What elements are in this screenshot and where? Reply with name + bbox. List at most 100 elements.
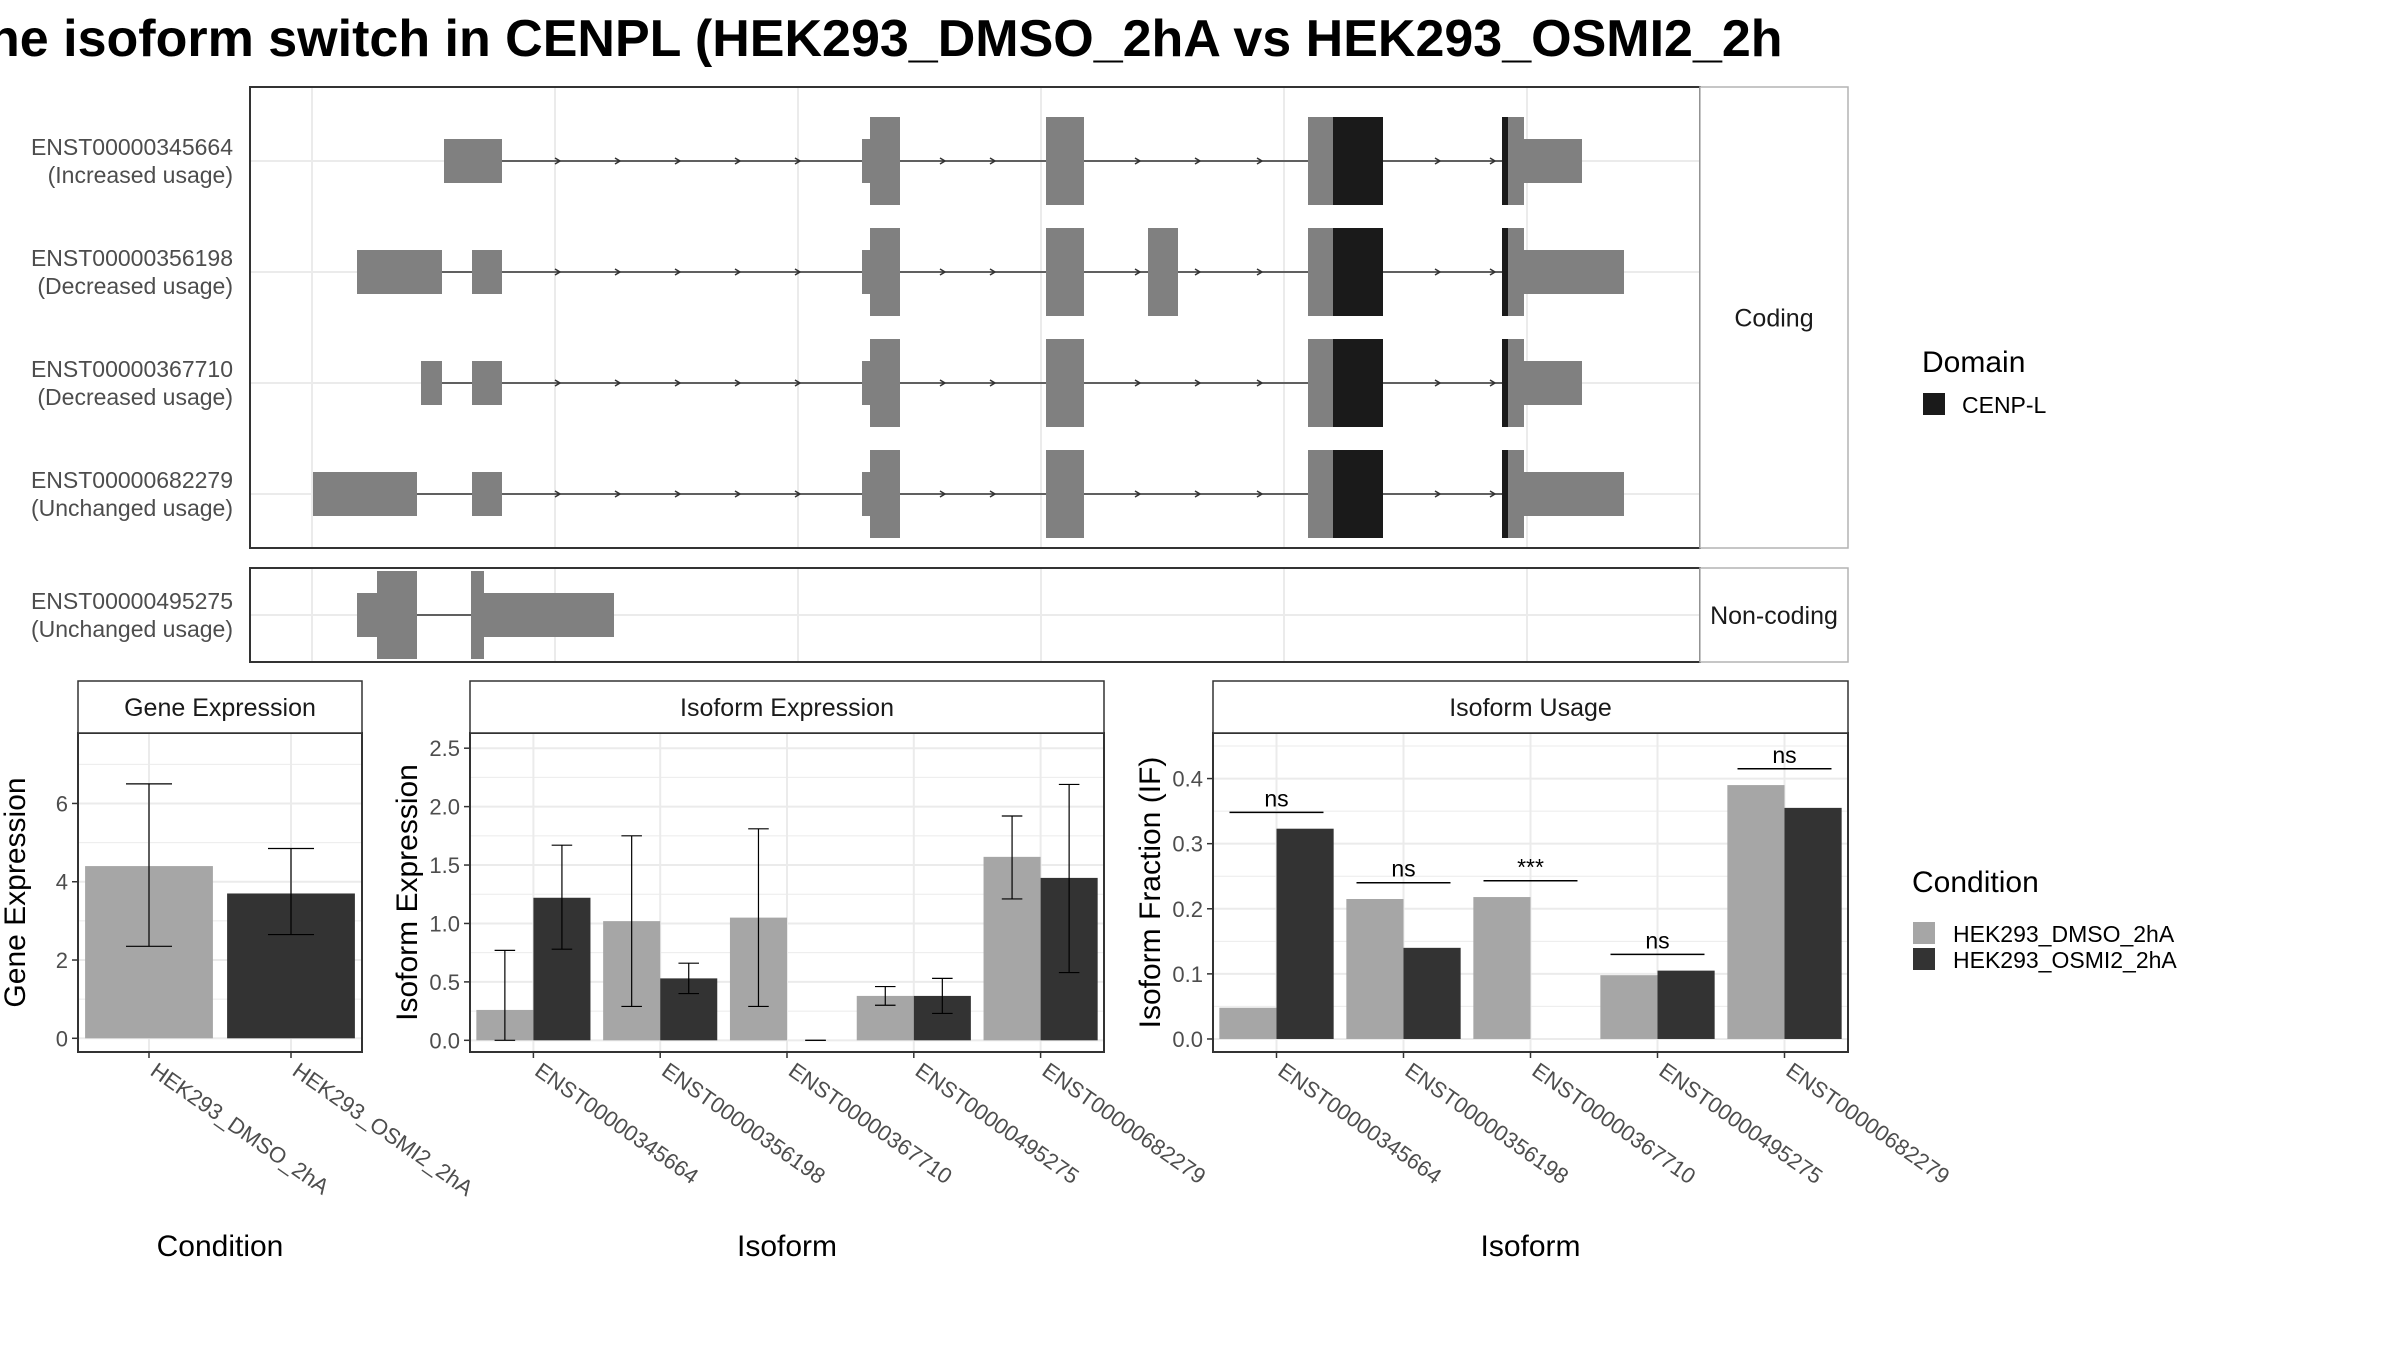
intron-arrow	[1256, 379, 1264, 387]
chart-strip	[1212, 680, 1849, 734]
y-tick-label: 6	[56, 791, 68, 816]
intron-arrow	[554, 268, 562, 276]
intron-arrow	[1489, 157, 1497, 165]
intron-arrow	[1434, 268, 1442, 276]
coding-exon	[377, 571, 417, 659]
utr-exon	[862, 361, 870, 405]
isoform-usage-label: (Unchanged usage)	[31, 616, 233, 642]
utr-exon	[444, 139, 502, 183]
facet-strip	[1699, 86, 1849, 549]
coding-exon	[1504, 450, 1524, 538]
isoform-usage-label: (Decreased usage)	[37, 273, 233, 299]
intron-arrow	[794, 490, 802, 498]
coding-exon	[1046, 450, 1084, 538]
x-axis-title: Condition	[157, 1230, 284, 1263]
intron-arrow	[989, 157, 997, 165]
chart-title: Gene Expression	[124, 694, 316, 722]
coding-exon	[1504, 339, 1524, 427]
bar	[1600, 975, 1658, 1039]
intron-arrow	[1134, 379, 1142, 387]
intron-arrow	[1489, 490, 1497, 498]
coding-exon	[1504, 117, 1524, 205]
utr-exon	[1524, 361, 1582, 405]
intron-arrow	[674, 268, 682, 276]
bar	[1727, 785, 1785, 1039]
legend-label: HEK293_DMSO_2hA	[1953, 921, 2175, 947]
coding-exon	[1308, 117, 1333, 205]
isoform-label: ENST00000367710	[31, 356, 233, 382]
utr-exon	[1524, 250, 1624, 294]
intron-arrow	[554, 379, 562, 387]
y-tick-label: 4	[56, 870, 68, 895]
y-tick-label: 0.0	[1172, 1027, 1203, 1052]
y-tick-label: 0.2	[1172, 897, 1203, 922]
chart-strip	[469, 680, 1105, 734]
intron-arrow	[554, 490, 562, 498]
intron-arrow	[614, 157, 622, 165]
intron-arrow	[1434, 379, 1442, 387]
coding-exon	[471, 571, 484, 659]
isoform-usage-label: (Unchanged usage)	[31, 495, 233, 521]
y-tick-label: 2.0	[429, 795, 460, 820]
y-tick-label: 0.4	[1172, 767, 1203, 792]
intron-arrow	[1256, 268, 1264, 276]
coding-exon	[1148, 228, 1178, 316]
intron-arrow	[614, 268, 622, 276]
utr-exon	[1524, 472, 1624, 516]
domain-exon	[1502, 228, 1508, 316]
legend-key	[1913, 948, 1935, 970]
coding-exon	[1308, 450, 1333, 538]
isoform-label: ENST00000345664	[31, 134, 233, 160]
intron-arrow	[939, 490, 947, 498]
legend-title: Condition	[1912, 866, 2039, 899]
bar	[1657, 970, 1715, 1039]
x-axis-title: Isoform	[1480, 1230, 1580, 1263]
intron-arrow	[1256, 490, 1264, 498]
coding-exon	[1308, 228, 1333, 316]
intron-arrow	[734, 490, 742, 498]
utr-exon	[1524, 139, 1582, 183]
isoform-label: ENST00000495275	[31, 588, 233, 614]
significance-label: ns	[1772, 742, 1796, 768]
utr-exon	[357, 250, 442, 294]
chart-title: Isoform Usage	[1449, 694, 1612, 722]
coding-exon	[1308, 339, 1333, 427]
domain-exon	[1502, 339, 1508, 427]
legend-title: Domain	[1922, 346, 2025, 379]
utr-exon	[472, 472, 502, 516]
utr-exon	[484, 593, 614, 637]
chart-panel-1: Isoform Expression0.00.51.01.52.02.5ENST…	[391, 680, 1210, 1263]
facet-label: Non-coding	[1710, 602, 1838, 630]
intron-arrow	[794, 268, 802, 276]
y-tick-label: 0.3	[1172, 832, 1203, 857]
y-tick-label: 2	[56, 948, 68, 973]
bar	[1346, 899, 1404, 1039]
facet-label: Coding	[1734, 305, 1813, 333]
legend-key	[1913, 922, 1935, 944]
intron-arrow	[1489, 379, 1497, 387]
significance-label: ns	[1264, 785, 1288, 811]
y-tick-label: 0.0	[429, 1028, 460, 1053]
significance-label: ***	[1517, 854, 1544, 880]
intron-arrow	[1434, 157, 1442, 165]
domain-exon	[1502, 450, 1508, 538]
coding-exon	[870, 450, 900, 538]
utr-exon	[313, 472, 417, 516]
isoform-usage-label: (Increased usage)	[48, 162, 233, 188]
utr-exon	[862, 472, 870, 516]
coding-exon	[1046, 339, 1084, 427]
y-tick-label: 0.5	[429, 970, 460, 995]
significance-label: ns	[1645, 927, 1669, 953]
y-axis-title: Isoform Expression	[391, 764, 424, 1021]
bar	[1403, 947, 1461, 1039]
intron-arrow	[734, 157, 742, 165]
intron-arrow	[794, 157, 802, 165]
utr-exon	[472, 250, 502, 294]
intron-arrow	[614, 379, 622, 387]
chart-panel-0: Gene Expression0246HEK293_DMSO_2hAHEK293…	[0, 680, 478, 1263]
bar	[1276, 828, 1334, 1039]
y-tick-label: 1.0	[429, 911, 460, 936]
domain-exon	[1502, 117, 1508, 205]
isoform-label: ENST00000356198	[31, 245, 233, 271]
